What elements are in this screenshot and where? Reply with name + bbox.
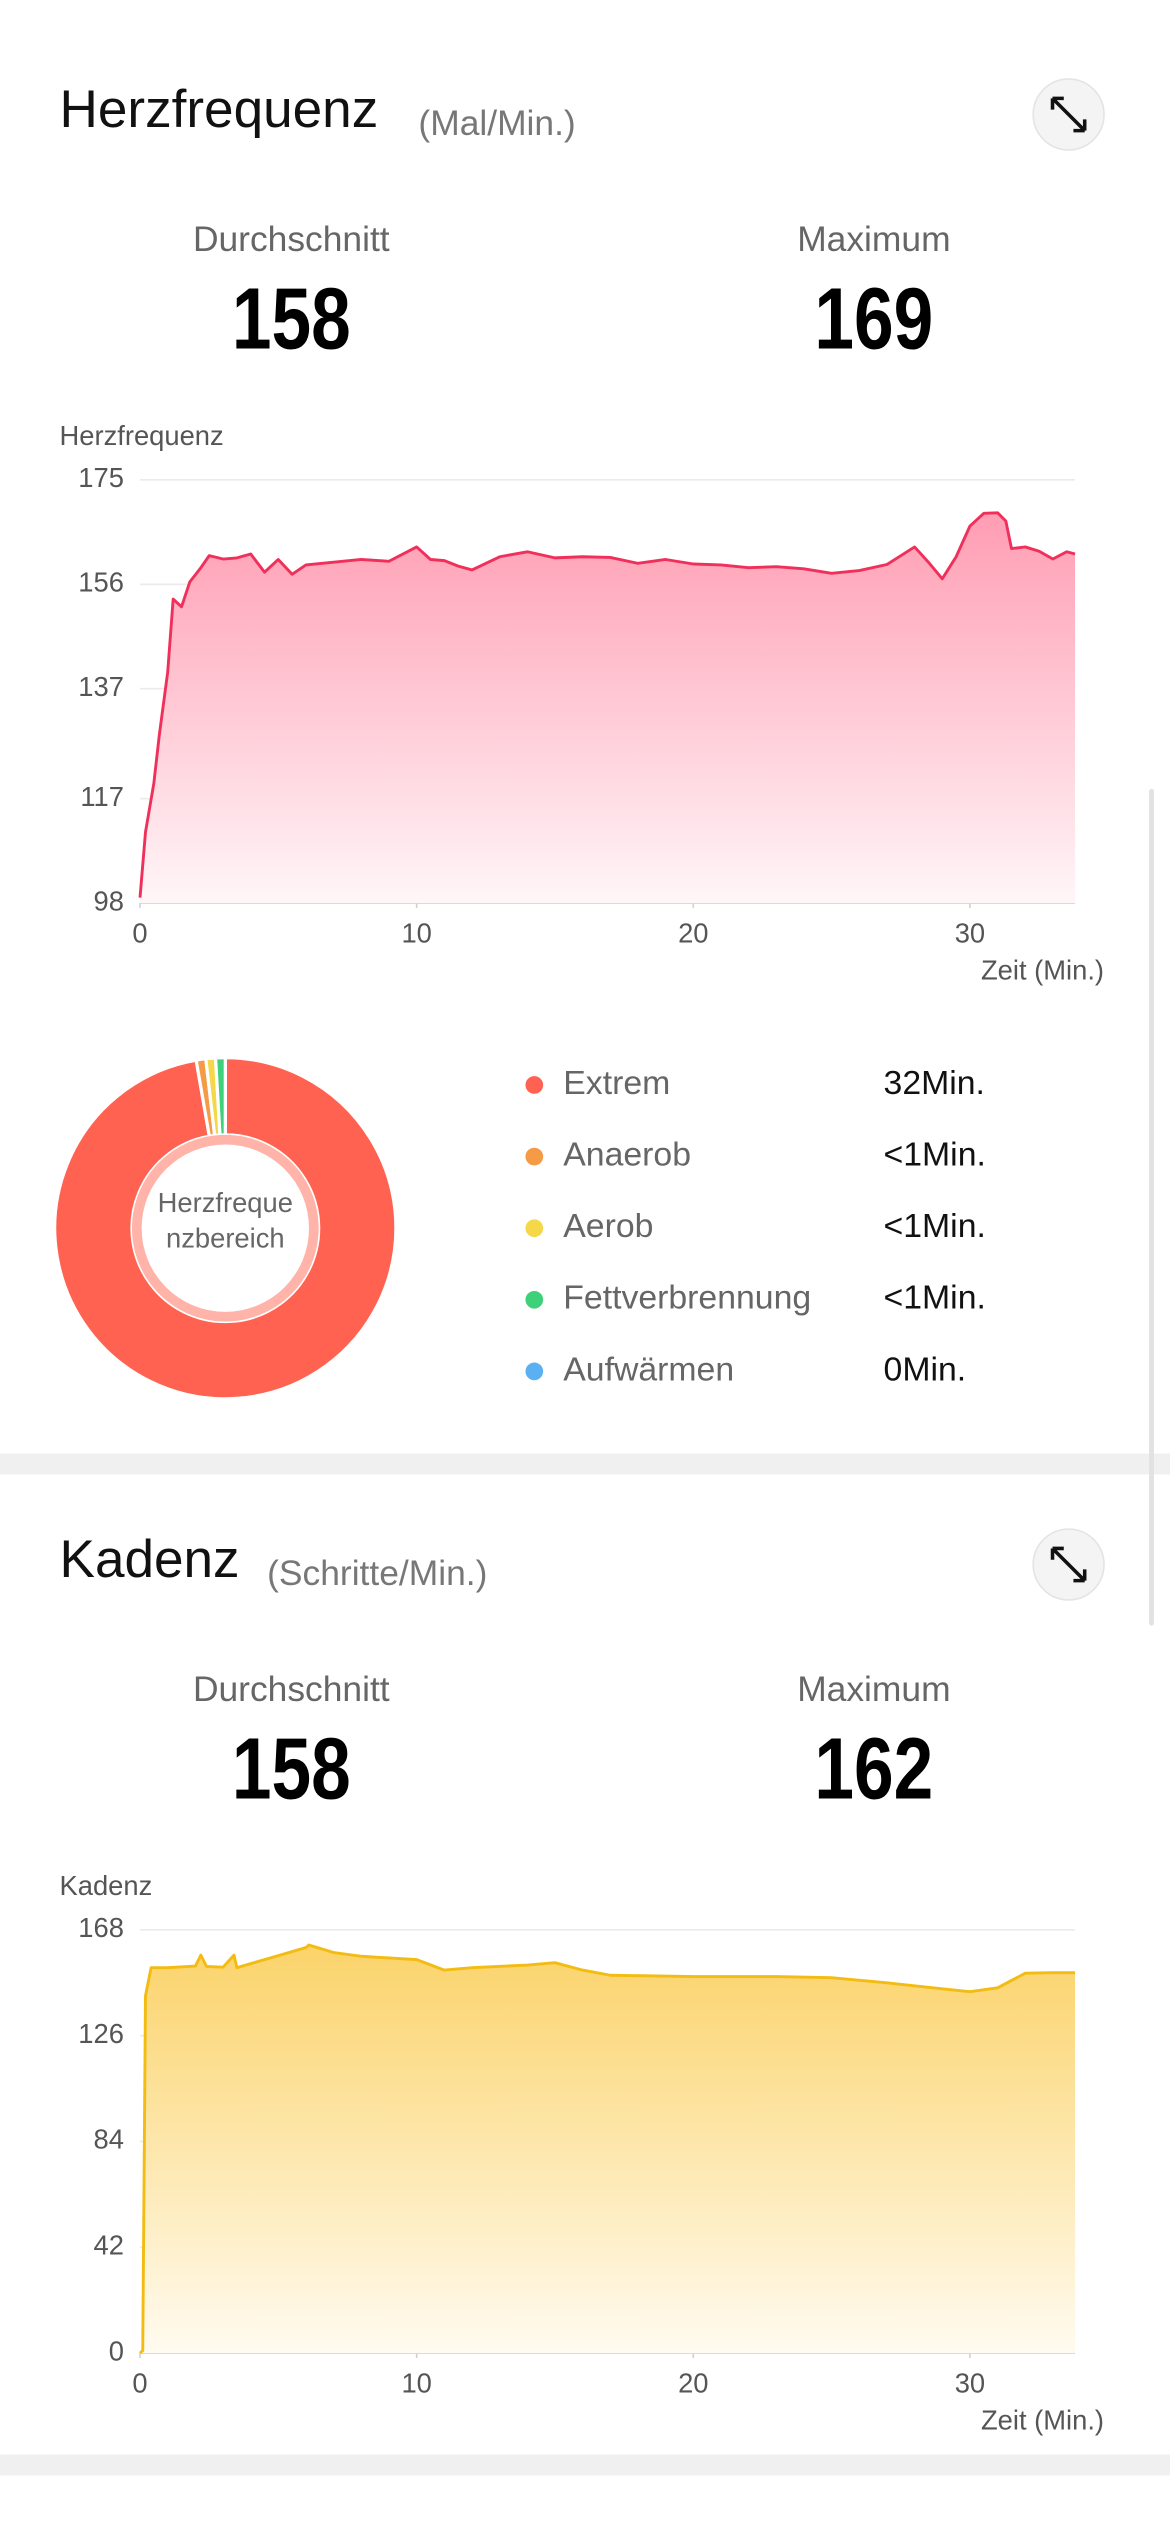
- y-tick-label: 84: [93, 2124, 123, 2155]
- center-label: Herzfrequenzbereich: [157, 1187, 293, 1254]
- y-axis-title: Kadenz: [60, 1870, 153, 1901]
- stat-label: Maximum: [797, 219, 950, 259]
- legend-label: Fettverbrennung: [563, 1279, 811, 1317]
- legend-value: 32Min.: [884, 1064, 985, 1102]
- x-tick-label: 0: [132, 2368, 147, 2399]
- legend-dot: [525, 1290, 544, 1309]
- legend-label: Aerob: [563, 1207, 653, 1245]
- section-title: Kadenz: [60, 1530, 240, 1589]
- scrollbar: [1149, 788, 1154, 1626]
- y-tick-label: 175: [78, 462, 124, 493]
- x-tick-label: 20: [678, 2368, 708, 2399]
- legend-dot: [525, 1147, 544, 1166]
- separator: [0, 2454, 1170, 2476]
- stat-value: 162: [814, 1720, 933, 1817]
- y-tick-label: 156: [78, 566, 124, 597]
- section-unit: (Schritte/Min.): [267, 1553, 487, 1593]
- area-fill: [140, 512, 1076, 904]
- y-tick-label: 98: [93, 885, 123, 916]
- y-tick-label: 168: [78, 1912, 124, 1943]
- stat-value: 169: [814, 270, 933, 367]
- x-tick-label: 30: [955, 917, 985, 948]
- expand-button[interactable]: [1032, 1528, 1105, 1601]
- area-fill: [140, 1944, 1076, 2354]
- y-tick-label: 126: [78, 2018, 124, 2049]
- stat-label: Maximum: [797, 1669, 950, 1709]
- legend-dot: [525, 1219, 544, 1238]
- stat-label: Durchschnitt: [193, 1669, 390, 1709]
- y-axis-title: Herzfrequenz: [60, 420, 224, 451]
- section-title: Herzfrequenz: [60, 80, 379, 139]
- pie-center: [141, 1144, 309, 1312]
- legend-value: <1Min.: [884, 1279, 986, 1317]
- y-tick-label: 42: [93, 2230, 123, 2261]
- legend-value: <1Min.: [884, 1135, 986, 1173]
- x-tick-label: 10: [401, 2368, 431, 2399]
- y-tick-label: 137: [78, 671, 124, 702]
- legend-value: <1Min.: [884, 1207, 986, 1245]
- x-tick-label: 0: [132, 917, 147, 948]
- x-tick-label: 20: [678, 917, 708, 948]
- x-tick-label: 10: [401, 917, 431, 948]
- legend-label: Anaerob: [563, 1135, 691, 1173]
- separator: [0, 1453, 1170, 1475]
- data-line: [138, 511, 1076, 898]
- y-tick-label: 0: [109, 2335, 124, 2366]
- x-tick-label: 30: [955, 2368, 985, 2399]
- legend-value: 0Min.: [884, 1350, 967, 1388]
- data-line: [139, 1943, 1076, 2355]
- stat-value: 158: [232, 1720, 351, 1817]
- stat-value: 158: [232, 270, 351, 367]
- legend-label: Aufwärmen: [563, 1350, 734, 1388]
- legend-label: Extrem: [563, 1064, 670, 1102]
- legend-dot: [525, 1076, 544, 1094]
- stat-label: Durchschnitt: [193, 219, 390, 259]
- section-unit: (Mal/Min.): [418, 103, 575, 143]
- x-axis-title: Zeit (Min.): [981, 955, 1104, 986]
- expand-button[interactable]: [1032, 78, 1105, 151]
- center-label-box: Herzfrequenzbereich: [157, 1187, 293, 1254]
- y-tick-label: 117: [80, 781, 124, 812]
- x-axis-title: Zeit (Min.): [981, 2405, 1104, 2436]
- legend-dot: [525, 1362, 544, 1381]
